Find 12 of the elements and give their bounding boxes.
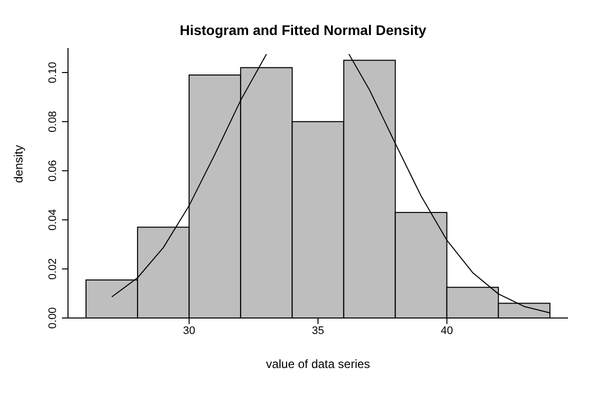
y-tick-label: 0.10 <box>47 62 59 84</box>
y-tick-label: 0.06 <box>47 160 59 182</box>
x-tick-label: 40 <box>440 324 453 337</box>
chart-title: Histogram and Fitted Normal Density <box>178 22 428 38</box>
x-axis-title: value of data series <box>266 357 370 371</box>
x-tick-label: 30 <box>183 324 196 337</box>
x-tick-label: 35 <box>312 324 324 337</box>
y-axis-title: density <box>11 144 26 183</box>
y-tick-label: 0.00 <box>47 307 59 329</box>
y-tick-label: 0.04 <box>47 209 59 231</box>
y-tick-label: 0.02 <box>47 258 59 280</box>
y-tick-label: 0.08 <box>47 110 59 132</box>
